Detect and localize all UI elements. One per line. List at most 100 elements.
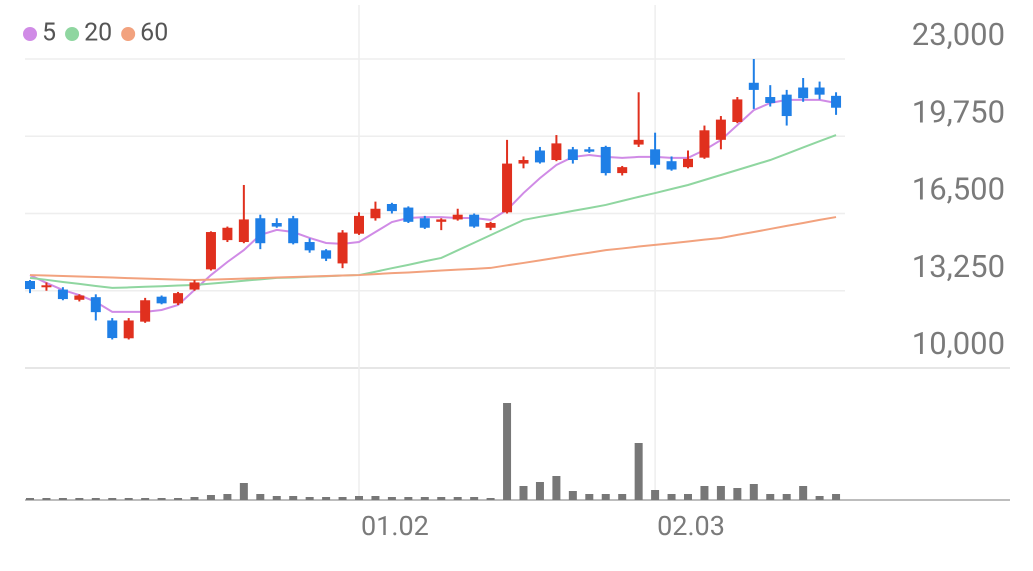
legend-label: 20 — [84, 19, 112, 48]
volume-bar — [75, 498, 84, 500]
candle-body — [798, 87, 809, 99]
volume-bar — [437, 497, 446, 500]
candle-body — [271, 223, 282, 227]
volume-bar — [272, 496, 281, 500]
candle-body — [107, 320, 118, 339]
candle-body — [321, 250, 332, 259]
volume-bar — [766, 494, 775, 500]
moving-average-line — [29, 98, 837, 313]
candle-body — [57, 289, 68, 300]
y-tick-label: 10,000 — [912, 325, 1005, 362]
volume-bar — [42, 498, 51, 500]
legend-dot — [65, 27, 80, 41]
candle-body — [222, 227, 233, 241]
candle-body — [600, 146, 611, 174]
volume-bar — [338, 497, 347, 500]
candle-body — [255, 218, 266, 244]
candle-body — [567, 149, 578, 161]
volume-bar — [157, 498, 166, 500]
candle-body — [781, 94, 792, 117]
y-tick-label: 13,250 — [912, 248, 1005, 285]
volume-bar — [453, 497, 462, 500]
candle-body — [551, 143, 562, 161]
y-tick-label: 23,000 — [912, 16, 1005, 53]
volume-bar — [684, 494, 692, 500]
candle-body — [814, 87, 825, 95]
candle-body — [518, 160, 529, 164]
candle-body — [304, 242, 315, 251]
candle-body — [699, 130, 710, 158]
volume-bar — [322, 497, 331, 500]
candle-body — [173, 293, 184, 304]
y-tick-label: 19,750 — [912, 93, 1005, 130]
volume-bar — [289, 496, 298, 500]
volume-bar — [256, 494, 265, 500]
candle-body — [370, 208, 381, 219]
x-tick-label: 02.03 — [657, 510, 725, 542]
candle-body — [386, 203, 397, 212]
legend-dot — [121, 27, 136, 41]
volume-bar — [782, 494, 791, 500]
volume-bar — [387, 497, 396, 500]
volume-bar — [223, 494, 232, 500]
volume-bar — [618, 494, 627, 500]
volume-bar — [239, 483, 248, 500]
candle-body — [452, 214, 463, 220]
volume-bar — [420, 497, 429, 500]
candle-body — [90, 297, 101, 313]
candle-body — [436, 219, 447, 222]
candle-body — [354, 215, 364, 234]
moving-average-line — [29, 134, 837, 289]
y-tick-label: 16,500 — [912, 171, 1005, 208]
moving-average-line — [29, 216, 837, 282]
candle-body — [732, 99, 743, 122]
volume-bar — [634, 443, 643, 500]
legend-dot — [23, 27, 37, 41]
volume-bar — [305, 497, 314, 500]
volume-bar — [733, 488, 742, 500]
volume-bar — [470, 497, 479, 500]
candle-body — [189, 282, 200, 290]
candle-body — [715, 119, 726, 140]
candle-body — [534, 150, 545, 163]
candle-body — [123, 320, 134, 339]
volume-bar — [799, 486, 808, 500]
volume-bar — [700, 486, 709, 500]
legend-label: 60 — [140, 19, 168, 48]
candle-body — [25, 281, 35, 290]
candle-body — [485, 223, 496, 228]
candle-body — [831, 95, 842, 108]
volume-bar — [371, 496, 380, 500]
volume-bar — [26, 498, 34, 500]
candle-body — [748, 82, 759, 90]
candle-body — [205, 232, 216, 270]
volume-bar — [91, 498, 100, 500]
candle-body — [41, 285, 52, 288]
candle-body — [74, 295, 85, 300]
volume-bar — [486, 498, 495, 500]
volume-bar — [568, 491, 577, 500]
candle-body — [403, 207, 414, 222]
volume-bar — [749, 484, 758, 500]
volume-bar — [552, 476, 561, 500]
volume-bar — [651, 490, 660, 500]
legend-label: 5 — [42, 19, 56, 48]
candle-body — [633, 139, 644, 145]
candle-body — [666, 161, 677, 170]
candle-body — [419, 218, 430, 228]
volume-bar — [716, 486, 725, 500]
volume-bar — [503, 403, 512, 500]
candle-body — [502, 163, 513, 213]
volume-bar — [601, 494, 610, 500]
volume-bar — [404, 497, 413, 500]
candle-body — [584, 149, 595, 152]
volume-bar — [174, 498, 183, 500]
candle-body — [650, 149, 661, 165]
candle-body — [288, 218, 299, 244]
volume-bar — [190, 497, 199, 500]
candle-body — [765, 97, 776, 103]
volume-bar — [58, 498, 67, 500]
volume-bar — [535, 482, 544, 500]
candle-body — [337, 232, 348, 264]
